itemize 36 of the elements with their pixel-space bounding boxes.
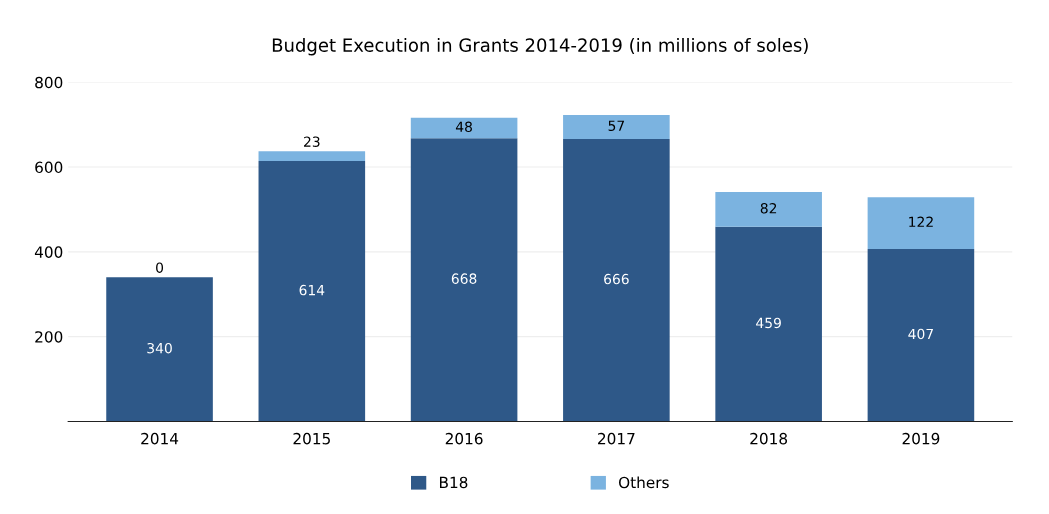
- chart-title: Budget Execution in Grants 2014-2019 (in millions of soles): [272, 37, 808, 56]
- bar: [867, 248, 975, 422]
- y-tick-label: 800: [35, 76, 63, 89]
- data-label: 340: [147, 342, 172, 354]
- bar: [715, 226, 822, 422]
- data-label: 668: [451, 273, 477, 284]
- bar: [106, 277, 213, 422]
- legend-label: B18: [439, 476, 468, 489]
- data-label: 666: [604, 273, 629, 285]
- legend-label: Others: [619, 476, 669, 489]
- bar: [258, 151, 366, 162]
- y-tick-label: 200: [35, 331, 63, 343]
- bar: [258, 161, 366, 422]
- data-label: 614: [299, 284, 325, 296]
- data-label: 407: [908, 328, 933, 340]
- x-tick-label: 2017: [598, 432, 635, 445]
- data-label: 82: [760, 202, 777, 214]
- data-label: 0: [156, 262, 164, 273]
- x-tick-label: 2019: [902, 432, 940, 445]
- x-tick-label: 2015: [293, 432, 330, 445]
- bar: [563, 139, 670, 422]
- data-label: 48: [455, 121, 472, 133]
- bar: [715, 192, 822, 227]
- data-label: 57: [608, 120, 625, 132]
- bar: [410, 138, 518, 422]
- data-label: 459: [756, 317, 781, 329]
- x-tick-label: 2014: [141, 432, 179, 445]
- bar: [563, 114, 670, 140]
- y-tick-label: 600: [35, 161, 63, 174]
- data-label: 23: [304, 136, 320, 147]
- bar: [867, 197, 975, 249]
- x-tick-label: 2016: [445, 432, 483, 445]
- bar: [410, 117, 518, 139]
- x-tick-label: 2018: [750, 432, 788, 445]
- y-tick-label: 400: [34, 246, 63, 258]
- data-label: 122: [909, 216, 933, 227]
